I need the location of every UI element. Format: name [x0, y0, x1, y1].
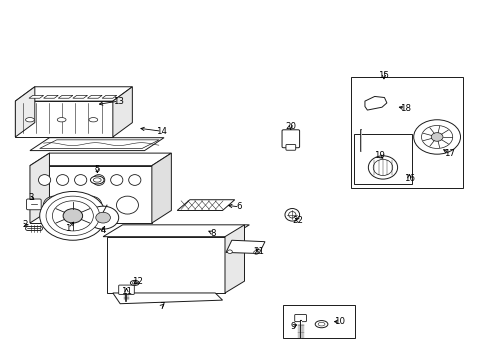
Polygon shape [364, 96, 386, 110]
Ellipse shape [89, 118, 98, 122]
FancyBboxPatch shape [285, 144, 295, 150]
Circle shape [52, 201, 93, 231]
Text: 13: 13 [113, 96, 124, 105]
Ellipse shape [93, 178, 101, 182]
Text: 9: 9 [290, 322, 295, 331]
Polygon shape [43, 95, 58, 98]
Text: 11: 11 [121, 287, 132, 296]
Text: 8: 8 [210, 229, 215, 238]
Polygon shape [224, 225, 244, 293]
Text: 14: 14 [156, 127, 167, 136]
Bar [353, 134, 411, 184]
Circle shape [40, 192, 106, 240]
Text: 21: 21 [253, 247, 264, 256]
Ellipse shape [315, 320, 327, 328]
Text: 10: 10 [333, 317, 345, 326]
Ellipse shape [110, 175, 122, 185]
Ellipse shape [372, 159, 392, 176]
Polygon shape [113, 293, 222, 304]
Ellipse shape [39, 175, 51, 185]
Polygon shape [15, 87, 132, 101]
Ellipse shape [318, 322, 325, 326]
Ellipse shape [285, 208, 299, 221]
Polygon shape [58, 95, 73, 98]
Circle shape [413, 120, 460, 154]
Text: 7: 7 [159, 302, 164, 311]
Polygon shape [103, 225, 249, 237]
Ellipse shape [288, 212, 295, 218]
Ellipse shape [227, 250, 232, 253]
Polygon shape [177, 200, 234, 211]
Bar [282, 305, 354, 338]
Polygon shape [102, 95, 117, 98]
Text: 6: 6 [236, 202, 242, 211]
Polygon shape [30, 153, 49, 223]
Ellipse shape [57, 118, 66, 122]
Polygon shape [29, 95, 43, 98]
Circle shape [430, 133, 442, 141]
FancyBboxPatch shape [26, 199, 41, 210]
Bar [350, 77, 462, 188]
Ellipse shape [25, 118, 34, 122]
Polygon shape [15, 87, 35, 137]
Text: 18: 18 [399, 104, 410, 113]
Text: 15: 15 [378, 71, 388, 80]
Text: 1: 1 [65, 224, 71, 233]
Circle shape [63, 209, 82, 223]
FancyBboxPatch shape [119, 285, 134, 294]
Circle shape [46, 196, 100, 235]
Ellipse shape [43, 196, 65, 214]
Polygon shape [30, 153, 171, 166]
Text: 2: 2 [22, 220, 28, 229]
Ellipse shape [116, 196, 138, 214]
Text: 12: 12 [131, 276, 142, 285]
Circle shape [421, 126, 452, 148]
Polygon shape [152, 153, 171, 223]
Polygon shape [30, 138, 163, 150]
Ellipse shape [132, 282, 137, 284]
Ellipse shape [367, 156, 397, 179]
Text: 19: 19 [373, 151, 384, 160]
Ellipse shape [90, 176, 104, 184]
FancyBboxPatch shape [294, 315, 306, 321]
Polygon shape [40, 140, 159, 148]
Circle shape [96, 212, 110, 223]
Circle shape [87, 206, 119, 229]
Polygon shape [15, 101, 113, 137]
Ellipse shape [80, 196, 102, 214]
Polygon shape [225, 240, 264, 253]
Polygon shape [30, 166, 152, 223]
Text: 16: 16 [403, 174, 414, 183]
Text: 20: 20 [285, 122, 296, 131]
Ellipse shape [74, 175, 86, 185]
Polygon shape [107, 237, 224, 293]
Ellipse shape [253, 251, 258, 254]
Polygon shape [87, 95, 102, 98]
Text: 17: 17 [443, 149, 454, 158]
Text: 22: 22 [292, 216, 303, 225]
Text: 5: 5 [94, 165, 100, 174]
Ellipse shape [128, 175, 141, 185]
Ellipse shape [130, 280, 139, 285]
Polygon shape [113, 87, 132, 137]
Polygon shape [73, 95, 87, 98]
FancyBboxPatch shape [282, 130, 299, 148]
Text: 4: 4 [100, 226, 105, 235]
Text: 3: 3 [28, 193, 34, 202]
Ellipse shape [57, 175, 69, 185]
Ellipse shape [92, 175, 104, 185]
